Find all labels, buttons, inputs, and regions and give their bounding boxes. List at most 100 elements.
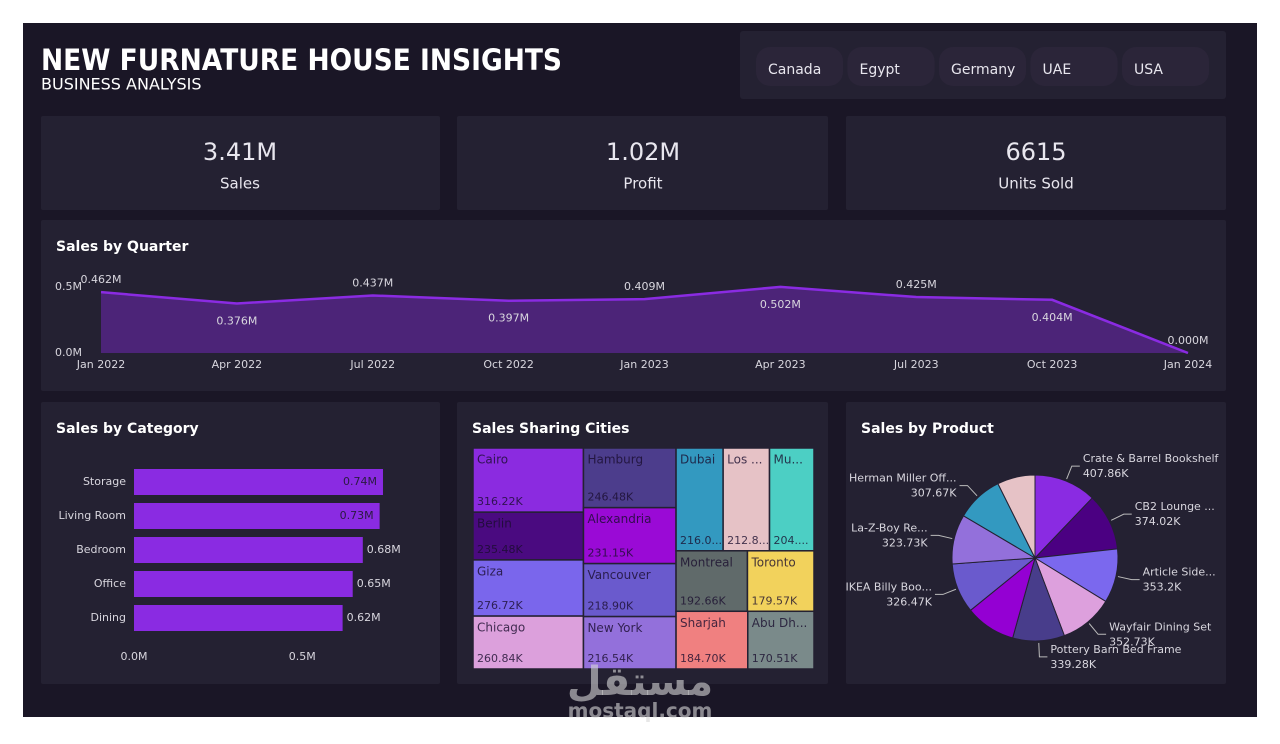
slice-label: Pottery Barn Bed Frame [1050,643,1181,656]
cell-value: 179.57K [751,594,797,607]
slice-label: Article Side... [1143,566,1216,579]
filter-label[interactable]: Canada [768,62,821,78]
cell-value: 192.66K [680,594,726,607]
slice-value: 352.73K [1109,635,1155,648]
y-tick-label: Living Room [58,509,126,522]
data-label: 0.409M [624,280,665,293]
filter-group: Canada Egypt Germany UAE USA [756,47,1209,86]
x-tick-label: Jul 2022 [349,358,395,371]
watermark-logo: مستقل [567,659,713,705]
area-fill [101,286,1188,353]
pie-slice [1034,474,1094,560]
cell-label: Los ... [727,453,762,467]
cell-label: Toronto [750,555,795,569]
filter-button[interactable] [847,47,935,86]
data-label: 0.74M [343,475,377,488]
chart-title: Sales by Category [56,421,199,437]
charts: 0.0M 0.5M Jan 2022 Apr 2022 Jul 2022 Oct 2022… [55,273,1220,671]
cell-label: Cairo [477,453,508,467]
bar [134,469,383,495]
leader-line [934,588,957,595]
cell-label: Sharjah [680,616,726,630]
cell-value: 316.22K [477,495,523,508]
cell-label: Montreal [680,555,733,569]
cell-value: 216.0... [680,534,722,547]
data-label: 0.425M [896,278,937,291]
slice-value: 307.67K [911,487,957,500]
bar [134,571,353,597]
x-tick-label: 0.5M [289,650,316,663]
x-tick-label: Oct 2023 [1027,358,1078,371]
cell-value: 184.70K [680,652,726,665]
kpi-value: 1.02M [606,138,680,166]
cell-label: Berlin [477,517,512,531]
x-tick-label: Jul 2023 [893,358,939,371]
filter-label[interactable]: USA [1134,62,1163,78]
data-label: 0.397M [488,312,529,325]
y-tick-label: Bedroom [76,543,126,556]
cell-value: 260.84K [477,652,523,665]
kpi-value: 6615 [1005,138,1066,166]
filter-label[interactable]: Germany [951,62,1015,78]
cell-label: New York [587,621,642,635]
slice-value: 353.2K [1143,581,1182,594]
cell-label: Dubai [680,453,715,467]
cell-value: 235.48K [477,543,523,556]
treemap-cell [747,610,815,670]
page-title: NEW FURNATURE HOUSE INSIGHTS [41,43,562,77]
filter-label[interactable]: Egypt [860,62,901,78]
treemap-cell [675,610,749,670]
cell-value: 212.8... [727,534,769,547]
filter-button[interactable] [939,47,1026,86]
treemap-cell [582,447,677,509]
cell-label: Alexandria [587,512,651,526]
leader-line [1117,576,1140,581]
bar [134,503,380,529]
chart-title: Sales Sharing Cities [472,421,630,437]
y-tick-label: Storage [83,475,126,488]
x-tick-label: Apr 2022 [212,358,263,371]
cell-value: 218.90K [587,600,633,613]
leader-line [1038,642,1048,658]
cell-label: Mu... [774,453,803,467]
chart-title: Sales by Product [861,421,994,437]
treemap-cell [472,511,585,561]
chart-card [41,220,1226,391]
data-label: 0.000M [1168,334,1209,347]
data-label: 0.376M [216,314,257,327]
cell-value: 216.54K [587,652,633,665]
kpi-card [846,116,1226,210]
watermark-url: mostaql.com [568,699,713,723]
treemap-cell [472,447,585,513]
data-label: 0.73M [340,509,374,522]
treemap-cell [746,550,815,613]
treemap-cell [675,447,724,552]
chart-title: Sales by Quarter [56,239,188,255]
x-tick-label: Jan 2022 [76,358,125,371]
kpi-label: Sales [220,175,260,193]
slice-label: La-Z-Boy Re... [851,521,927,534]
cell-value: 246.48K [587,491,633,504]
cell-label: Abu Dh... [752,616,808,630]
cell-value: 276.72K [477,599,523,612]
slice-label: CB2 Lounge ... [1135,500,1215,513]
treemap-cell [768,447,815,552]
filter-label[interactable]: UAE [1043,62,1072,78]
cell-value: 231.15K [587,547,633,560]
page-subtitle: BUSINESS ANALYSIS [41,75,202,94]
leader-line [959,485,978,497]
kpi-label: Units Sold [998,175,1074,193]
slice-label: IKEA Billy Boo... [845,580,931,593]
leader-line [1088,623,1107,635]
cell-value: 170.51K [752,652,798,665]
filter-button[interactable] [756,47,843,86]
data-label: 0.462M [81,273,122,286]
slice-value: 323.73K [882,536,928,549]
filter-button[interactable] [1030,47,1118,86]
leader-line [1110,513,1132,521]
x-tick-label: Jan 2024 [1163,358,1212,371]
kpi-label: Profit [623,175,662,193]
filter-button[interactable] [1122,47,1209,86]
slice-value: 374.02K [1135,515,1181,528]
